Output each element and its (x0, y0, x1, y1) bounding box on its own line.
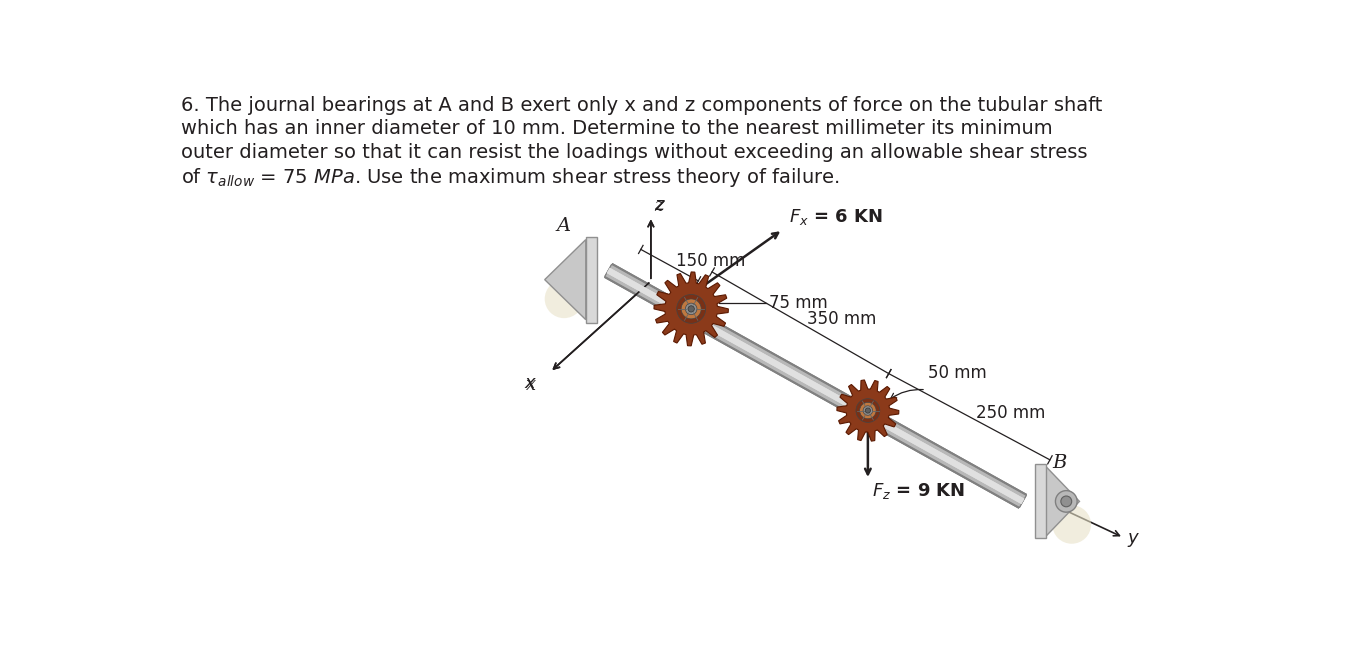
Circle shape (676, 295, 706, 323)
Text: $F_x$ = 6 KN: $F_x$ = 6 KN (789, 207, 883, 226)
Text: outer diameter so that it can resist the loadings without exceeding an allowable: outer diameter so that it can resist the… (181, 142, 1088, 162)
Polygon shape (607, 267, 1025, 504)
Circle shape (545, 279, 583, 318)
Text: y: y (1127, 528, 1138, 547)
Text: 150 mm: 150 mm (676, 252, 746, 270)
Text: 250 mm: 250 mm (976, 404, 1045, 422)
Text: 6. The journal bearings at A and B exert only x and z components of force on the: 6. The journal bearings at A and B exert… (181, 97, 1103, 115)
Polygon shape (1036, 465, 1047, 538)
Circle shape (1052, 505, 1090, 544)
Text: 350 mm: 350 mm (807, 310, 876, 328)
Circle shape (686, 303, 696, 314)
Polygon shape (545, 240, 586, 320)
Polygon shape (1047, 467, 1079, 536)
Polygon shape (837, 380, 898, 441)
Circle shape (688, 306, 694, 312)
Text: B: B (1052, 454, 1067, 472)
Polygon shape (607, 267, 1025, 504)
Text: x: x (523, 373, 534, 392)
Text: $F_z$ = 9 KN: $F_z$ = 9 KN (872, 481, 965, 501)
Text: 75 mm: 75 mm (770, 294, 829, 312)
Polygon shape (604, 263, 1028, 509)
Circle shape (866, 408, 871, 413)
Polygon shape (605, 264, 1026, 508)
Text: of $\tau_{allow}$ = 75 $MPa$. Use the maximum shear stress theory of failure.: of $\tau_{allow}$ = 75 $MPa$. Use the ma… (181, 166, 840, 189)
Text: 50 mm: 50 mm (928, 364, 987, 382)
Text: z: z (654, 197, 664, 215)
Text: A: A (556, 217, 571, 235)
Text: z: z (654, 196, 664, 214)
Text: which has an inner diameter of 10 mm. Determine to the nearest millimeter its mi: which has an inner diameter of 10 mm. De… (181, 119, 1052, 138)
Polygon shape (586, 236, 597, 323)
Circle shape (860, 402, 876, 419)
Polygon shape (654, 272, 728, 346)
Circle shape (1055, 491, 1077, 512)
Circle shape (856, 399, 879, 422)
Circle shape (863, 406, 872, 415)
Text: x: x (526, 376, 536, 394)
Circle shape (1060, 496, 1071, 507)
Polygon shape (604, 263, 1028, 509)
Circle shape (682, 299, 701, 319)
Polygon shape (605, 264, 1026, 508)
